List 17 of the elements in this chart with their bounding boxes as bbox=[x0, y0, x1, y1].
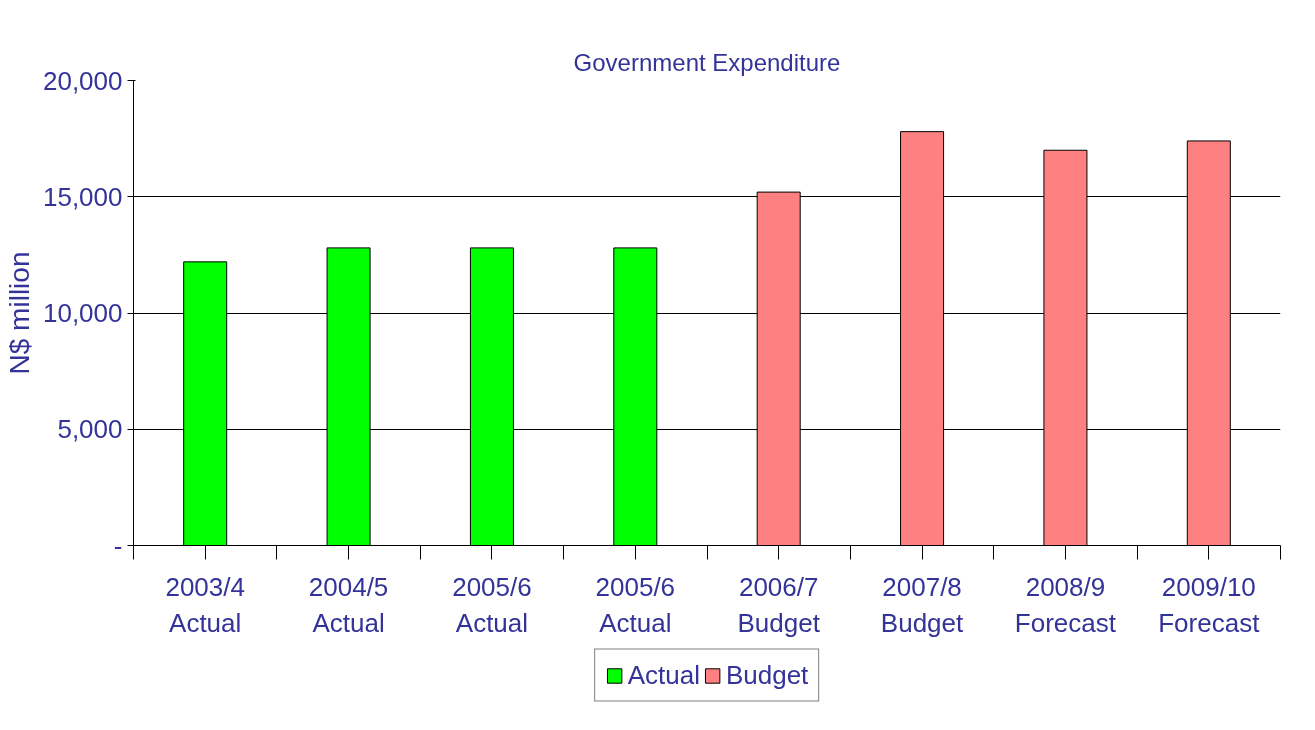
y-axis-title: N$ million bbox=[3, 251, 35, 375]
x-tick-label: 2007/8 Budget bbox=[880, 571, 965, 638]
x-tick-label: 2009/10 Forecast bbox=[1158, 571, 1261, 638]
legend-label: Actual bbox=[627, 659, 700, 691]
x-tick-label: 2004/5 Actual bbox=[308, 571, 389, 638]
chart-title: Government Expenditure bbox=[573, 48, 841, 76]
y-tick-label: - bbox=[113, 530, 123, 561]
y-tick-label: 15,000 bbox=[42, 181, 123, 212]
x-tick-label: 2006/7 Budget bbox=[737, 571, 821, 638]
y-tick-label: 20,000 bbox=[42, 65, 123, 96]
x-tick-label: 2008/9 Forecast bbox=[1014, 571, 1117, 638]
y-tick-label: 5,000 bbox=[57, 414, 123, 445]
legend-label: Budget bbox=[725, 659, 809, 691]
x-tick-label: 2005/6 Actual bbox=[452, 571, 532, 638]
x-tick-label: 2003/4 Actual bbox=[165, 571, 245, 638]
y-tick-label: 10,000 bbox=[42, 298, 123, 328]
x-tick-label: 2005/6 Actual bbox=[595, 571, 676, 638]
